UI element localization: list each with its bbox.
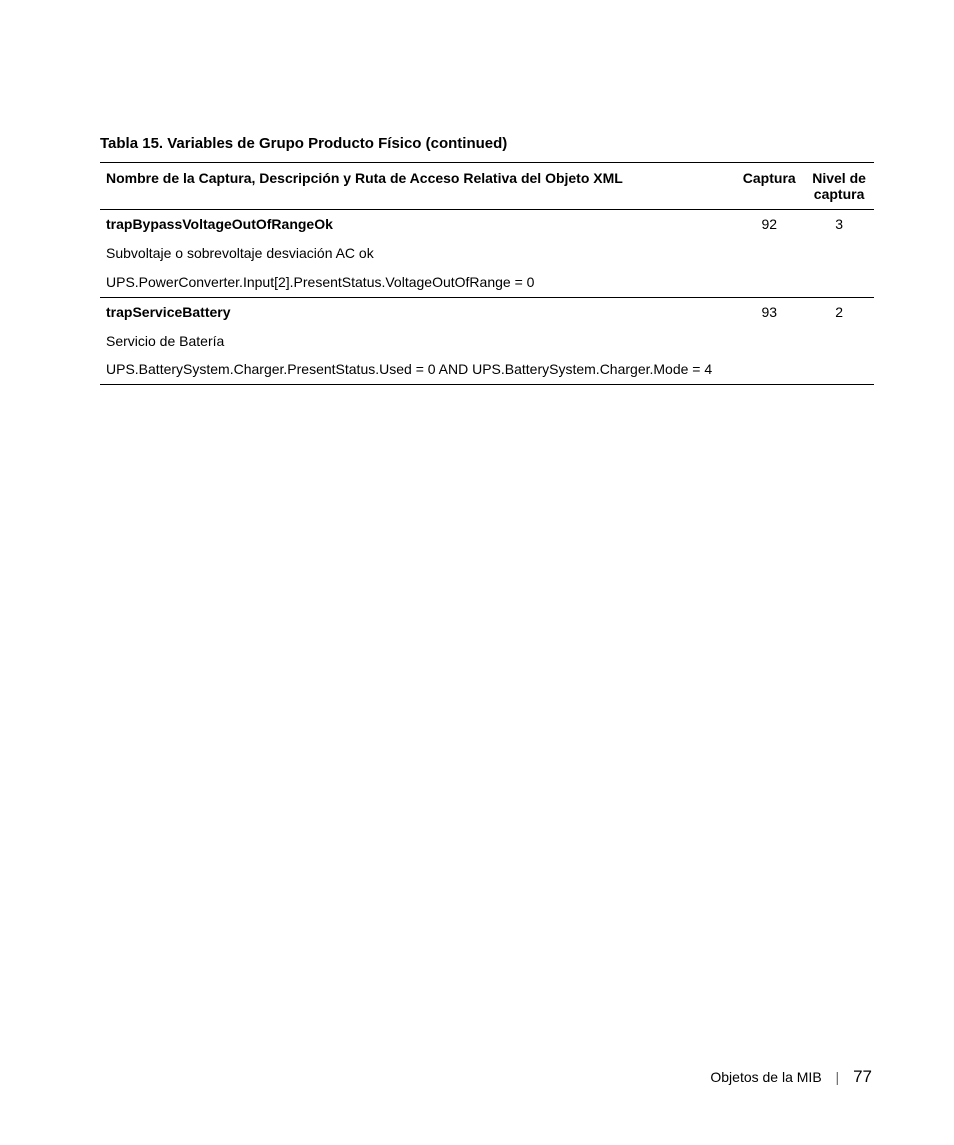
table-row: Servicio de Batería: [100, 327, 874, 356]
trap-name: trapBypassVoltageOutOfRangeOk: [100, 210, 734, 239]
trap-captura: 93: [734, 297, 804, 326]
document-page: Tabla 15. Variables de Grupo Producto Fí…: [0, 0, 954, 1145]
trap-description: Servicio de Batería: [100, 327, 734, 356]
page-number: 77: [853, 1067, 872, 1086]
table-row: Subvoltaje o sobrevoltaje desviación AC …: [100, 239, 874, 268]
table-row: UPS.PowerConverter.Input[2].PresentStatu…: [100, 268, 874, 297]
table-header-row: Nombre de la Captura, Descripción y Ruta…: [100, 163, 874, 210]
trap-nivel: 2: [804, 297, 874, 326]
table-row: UPS.BatterySystem.Charger.PresentStatus.…: [100, 355, 874, 384]
table-row: trapServiceBattery 93 2: [100, 297, 874, 326]
page-footer: Objetos de la MIB | 77: [710, 1067, 872, 1087]
trap-nivel: 3: [804, 210, 874, 239]
col-header-name: Nombre de la Captura, Descripción y Ruta…: [100, 163, 734, 210]
trap-path: UPS.PowerConverter.Input[2].PresentStatu…: [100, 268, 734, 297]
trap-name: trapServiceBattery: [100, 297, 734, 326]
trap-path: UPS.BatterySystem.Charger.PresentStatus.…: [100, 355, 734, 384]
variables-table: Nombre de la Captura, Descripción y Ruta…: [100, 162, 874, 385]
trap-captura: 92: [734, 210, 804, 239]
footer-separator: |: [826, 1069, 850, 1085]
col-header-captura: Captura: [734, 163, 804, 210]
table-caption: Tabla 15. Variables de Grupo Producto Fí…: [100, 135, 874, 152]
col-header-nivel: Nivel de captura: [804, 163, 874, 210]
trap-description: Subvoltaje o sobrevoltaje desviación AC …: [100, 239, 734, 268]
table-row: trapBypassVoltageOutOfRangeOk 92 3: [100, 210, 874, 239]
footer-section: Objetos de la MIB: [710, 1069, 821, 1085]
